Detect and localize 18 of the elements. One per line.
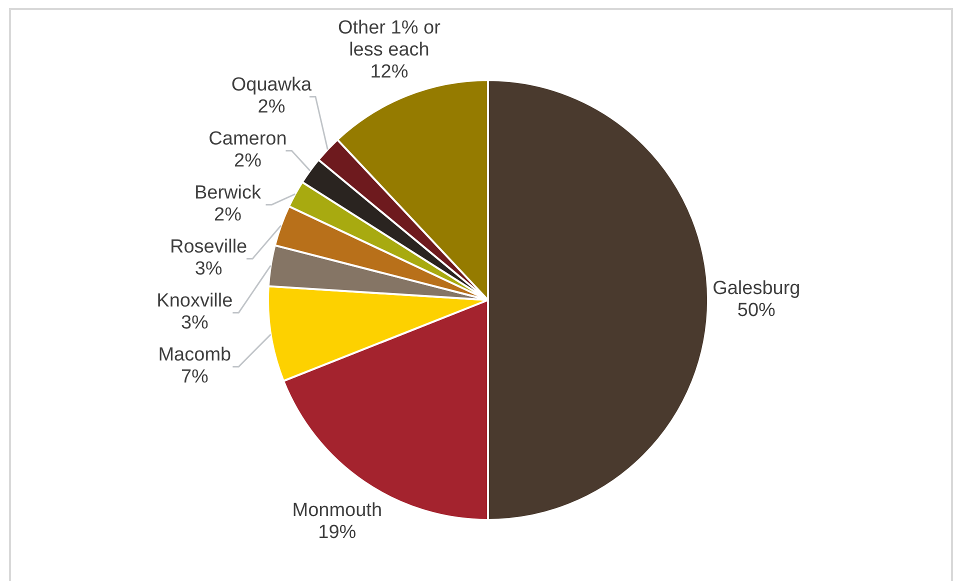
slice-label: Monmouth: [292, 500, 382, 522]
slice-label: Oquawka: [231, 74, 312, 96]
data-label: 3%: [194, 258, 222, 280]
data-label: 7%: [180, 366, 208, 388]
data-label: 3%: [180, 312, 208, 334]
slice-label: Cameron: [208, 128, 287, 150]
data-label: 50%: [737, 300, 776, 322]
data-label: 12%: [370, 61, 408, 82]
slice-label: Knoxville: [156, 290, 233, 312]
slice-label: Roseville: [170, 236, 248, 258]
slice-label: Other 1% or less each: [338, 17, 442, 60]
slice-label: Macomb: [158, 344, 232, 366]
slice-label: Berwick: [194, 182, 262, 204]
slice-label: Galesburg: [712, 278, 800, 300]
data-label: 2%: [258, 96, 286, 118]
data-label: 2%: [234, 150, 262, 172]
data-label: 19%: [318, 522, 356, 544]
data-label: 2%: [214, 204, 242, 226]
